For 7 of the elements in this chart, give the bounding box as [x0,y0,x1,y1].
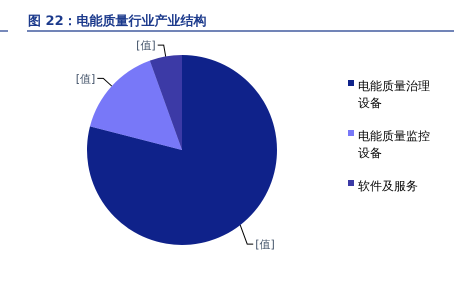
chart-title: 图 22：电能质量行业产业结构 [28,13,207,29]
data-label: [值] [76,72,96,86]
data-label: [值] [255,238,275,252]
data-label: [值] [136,39,156,52]
legend-label: 软件及服务 [358,179,418,193]
legend-label: 电能质量治理设备 [358,79,430,110]
legend-label: 电能质量监控设备 [358,129,430,160]
